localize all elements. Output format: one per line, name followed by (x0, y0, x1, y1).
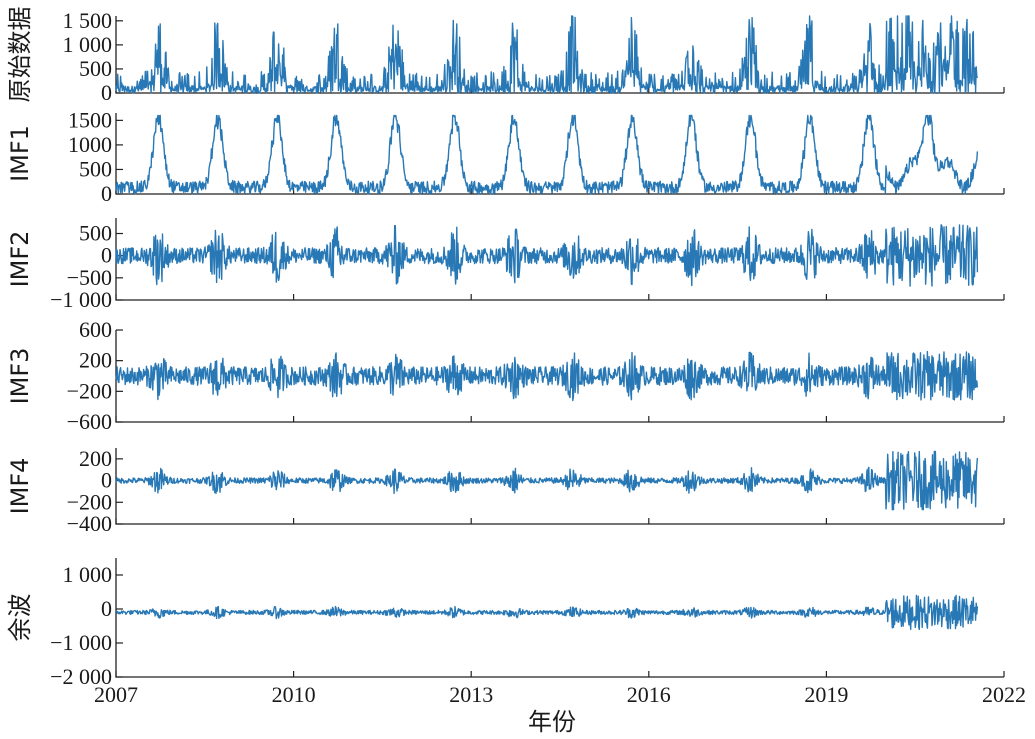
y-axis-label: IMF1 (6, 125, 34, 182)
x-tick-label: 2019 (804, 682, 848, 707)
series-line-6 (115, 594, 979, 631)
y-axis-label: IMF4 (6, 458, 34, 515)
x-tick-label: 2013 (449, 682, 493, 707)
y-tick-label: 1 000 (63, 562, 113, 587)
y-tick-label: 1500 (68, 107, 112, 132)
subplot-6: −2 000 −1 000 0 1 000 余波 (6, 558, 1005, 689)
y-tick-label: 500 (79, 221, 112, 246)
x-tick-label: 2016 (627, 682, 671, 707)
x-tick-label: 2007 (94, 682, 138, 707)
y-tick-label: 500 (79, 156, 112, 181)
y-tick-label: −600 (67, 409, 112, 434)
y-tick-label: 1000 (68, 132, 112, 157)
y-tick-label: 200 (79, 446, 112, 471)
x-tick-label: 2010 (272, 682, 316, 707)
y-tick-label: 0 (101, 243, 112, 268)
y-tick-label: 200 (79, 348, 112, 373)
x-tick-label: 2022 (982, 682, 1026, 707)
y-axis-label: 原始数据 (6, 7, 34, 103)
series-line-2 (115, 114, 979, 195)
y-tick-label: −1 000 (50, 630, 112, 655)
y-tick-label: 1 000 (63, 32, 113, 57)
series-line-1 (115, 15, 979, 94)
y-axis-label: IMF2 (6, 231, 34, 288)
y-tick-label: 0 (101, 181, 112, 206)
x-axis-label: 年份 (528, 708, 576, 736)
y-tick-label: −1 000 (50, 287, 112, 312)
y-axis-label: 余波 (6, 594, 34, 642)
y-tick-label: −200 (67, 378, 112, 403)
subplot-4: −600 −200 200 600 IMF3 (6, 317, 1005, 434)
y-tick-label: 0 (101, 596, 112, 621)
series-line-3 (115, 224, 979, 287)
y-tick-label: −200 (67, 489, 112, 514)
x-axis: 2007 2010 2013 2016 2019 2022 (94, 682, 1026, 707)
y-tick-label: 600 (79, 317, 112, 342)
series-line-4 (115, 350, 979, 402)
y-tick-label: 500 (79, 56, 112, 81)
y-tick-label: −2 000 (50, 664, 112, 689)
y-tick-label: −500 (67, 265, 112, 290)
y-axis-label: IMF3 (6, 348, 34, 405)
subplot-axes (115, 558, 1004, 678)
y-tick-label: 0 (101, 468, 112, 493)
series-line-5 (115, 450, 979, 511)
y-tick-label: 0 (101, 80, 112, 105)
y-tick-label: 1 500 (63, 8, 113, 33)
y-tick-label: −400 (67, 511, 112, 536)
